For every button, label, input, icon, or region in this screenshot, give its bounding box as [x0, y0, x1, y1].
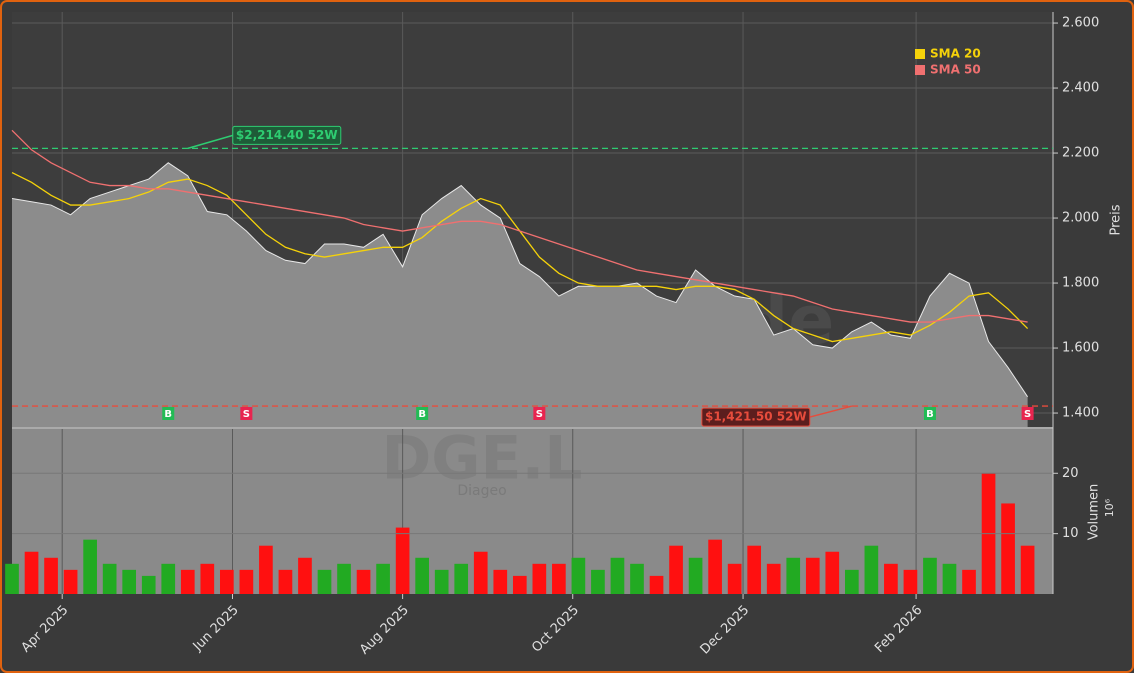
volume-bar	[63, 569, 78, 594]
y-tick-label: 2.600	[1062, 16, 1099, 31]
volume-bar	[552, 563, 566, 594]
volume-bar	[200, 563, 215, 594]
volume-bar	[337, 563, 351, 594]
volume-bar	[766, 563, 781, 594]
volume-bar	[903, 569, 918, 594]
y-axis-label: Volumen	[1087, 484, 1102, 541]
signal-box	[240, 407, 253, 420]
annotation-label: $1,421.50 52W	[705, 410, 807, 424]
volume-bar	[278, 569, 293, 594]
annotation-label: $2,214.40 52W	[236, 128, 338, 142]
volume-bar	[512, 575, 527, 594]
legend-label: SMA 20	[930, 47, 981, 61]
ticker-watermark: DGE.L	[381, 424, 582, 494]
signal-label: B	[926, 409, 934, 420]
volume-bar	[864, 545, 879, 594]
volume-bar	[141, 575, 156, 594]
volume-bar	[44, 557, 58, 594]
volume-bar	[356, 569, 371, 594]
volume-bar	[747, 545, 762, 594]
y-tick-label: 10	[1062, 526, 1079, 541]
legend-label: SMA 50	[930, 63, 981, 77]
volume-bar	[220, 569, 234, 594]
volume-bar	[102, 563, 117, 594]
price-area	[12, 162, 1028, 429]
volume-bar	[884, 563, 898, 594]
volume-bar	[727, 563, 742, 594]
y-tick-label: 1.800	[1062, 276, 1099, 291]
volume-bar	[669, 545, 683, 594]
volume-bar	[161, 563, 176, 594]
y-axis-label: Preis	[1109, 204, 1124, 235]
volume-bar	[630, 563, 644, 594]
signal-box	[416, 407, 429, 420]
price-line	[11, 162, 1029, 398]
annotation-arrow	[809, 405, 853, 418]
volume-bar	[395, 527, 410, 594]
y-tick-label: 20	[1062, 466, 1079, 481]
volume-bar	[493, 569, 508, 594]
signal-box	[162, 407, 175, 420]
volume-bar	[942, 563, 957, 594]
volume-bar	[532, 563, 547, 594]
y-tick-label: 2.000	[1062, 211, 1099, 226]
volume-bar	[24, 551, 39, 594]
signal-box	[533, 407, 546, 420]
volume-bar	[923, 557, 937, 594]
volume-bar	[1001, 503, 1015, 594]
volume-bar	[571, 557, 586, 594]
volume-bar	[473, 551, 488, 594]
volume-bar	[786, 557, 801, 594]
volume-bar	[122, 569, 137, 594]
volume-bar	[317, 569, 332, 594]
volume-bar	[649, 575, 664, 594]
volume-bar	[298, 557, 312, 594]
volume-bar	[610, 557, 625, 594]
volume-bar	[805, 557, 820, 594]
sma-line	[11, 129, 1028, 323]
volume-bar	[376, 563, 390, 594]
volume-bar	[259, 545, 273, 594]
y-tick-label: 2.400	[1062, 81, 1099, 96]
volume-bar	[5, 563, 19, 594]
annotation-arrow	[187, 134, 233, 150]
name-watermark: Diageo	[457, 483, 506, 499]
volume-bar	[708, 539, 722, 594]
signal-label: S	[1024, 409, 1031, 420]
volume-bar	[180, 569, 195, 594]
signal-label: B	[418, 409, 426, 420]
signal-box	[1021, 407, 1034, 420]
volume-bar	[591, 569, 605, 594]
volume-bar	[688, 557, 703, 594]
volume-bar	[844, 569, 859, 594]
y-tick-label: 1.600	[1062, 341, 1099, 356]
volume-bar	[825, 551, 840, 594]
y-axis-unit: 10⁶	[1103, 498, 1116, 517]
volume-bar	[415, 557, 429, 594]
signal-label: S	[536, 409, 543, 420]
volume-bar	[434, 569, 449, 594]
volume-bar	[454, 563, 469, 594]
legend-swatch	[915, 65, 925, 75]
signal-box	[923, 407, 936, 420]
legend-swatch	[915, 49, 925, 59]
volume-bar	[962, 569, 976, 594]
signal-label: S	[243, 409, 250, 420]
volume-bar	[1020, 545, 1035, 594]
y-tick-label: 1.400	[1062, 406, 1099, 421]
signal-label: B	[164, 409, 172, 420]
y-tick-label: 2.200	[1062, 146, 1099, 161]
volume-bar	[239, 569, 254, 594]
volume-bar	[83, 539, 97, 594]
